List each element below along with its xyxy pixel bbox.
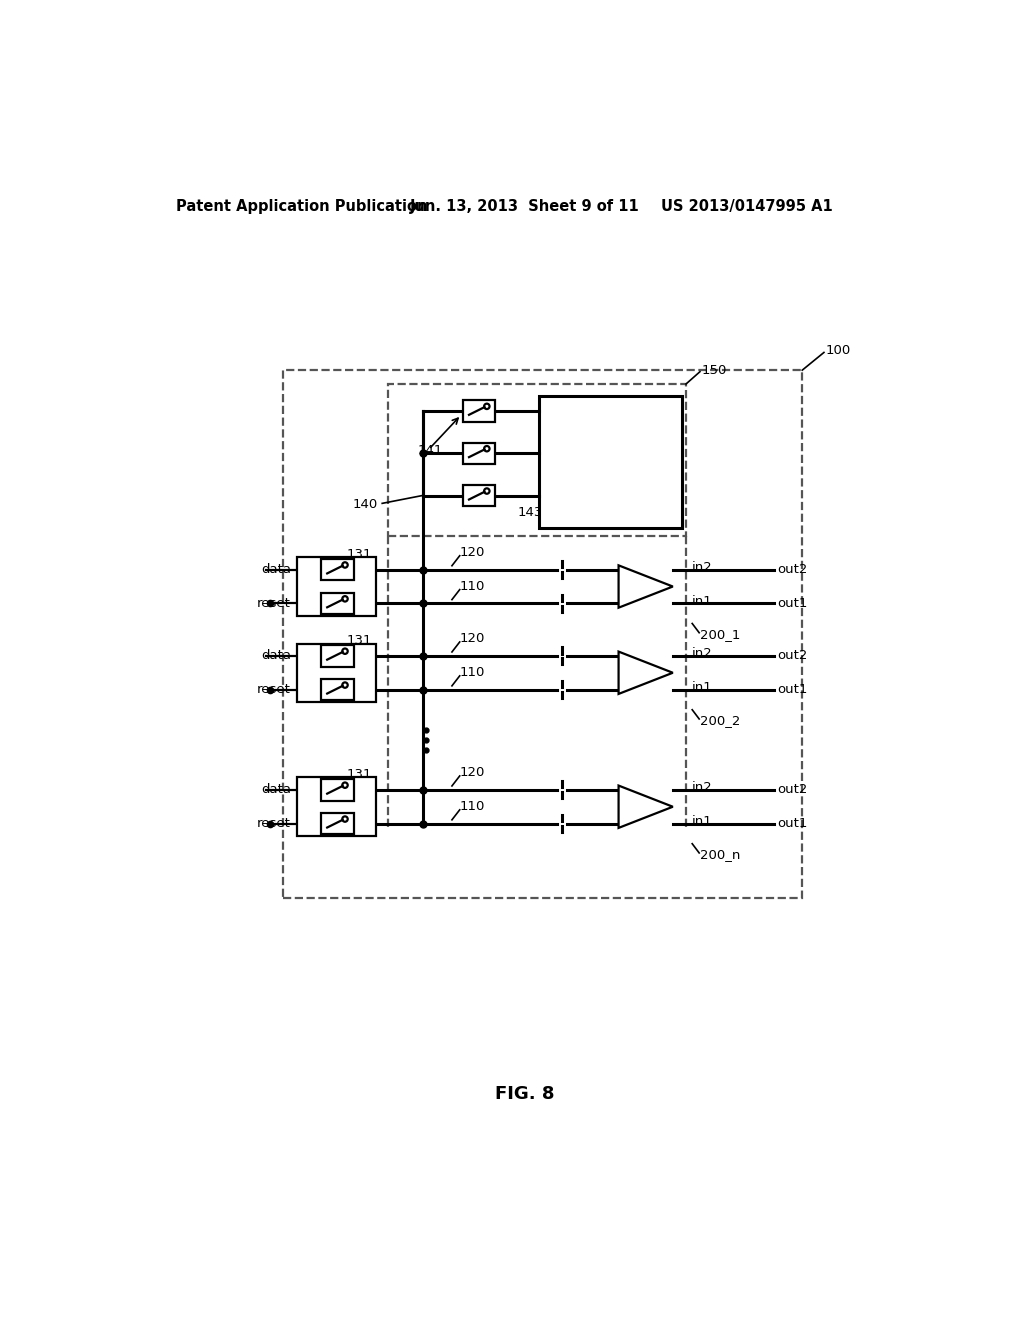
Text: Jun. 13, 2013  Sheet 9 of 11: Jun. 13, 2013 Sheet 9 of 11 [410, 198, 639, 214]
Text: 110: 110 [460, 579, 485, 593]
Text: 143: 143 [518, 506, 543, 519]
Text: in2: in2 [692, 647, 713, 660]
Bar [283, 370, 802, 898]
Text: 140: 140 [352, 499, 378, 511]
Bar [297, 777, 376, 836]
Bar [463, 442, 496, 465]
Bar [321, 813, 353, 834]
Text: out1: out1 [777, 817, 808, 830]
Text: 120: 120 [460, 546, 485, 560]
Text: 200_2: 200_2 [700, 714, 740, 727]
Text: in1: in1 [692, 594, 713, 607]
Text: 100: 100 [825, 345, 851, 358]
Bar [297, 644, 376, 702]
Bar [321, 558, 353, 581]
Text: out2: out2 [777, 783, 808, 796]
Text: in1: in1 [692, 681, 713, 694]
Polygon shape [618, 785, 673, 828]
Text: data: data [261, 564, 291, 576]
Bar [297, 557, 376, 615]
Text: 133: 133 [346, 801, 372, 814]
Text: reset: reset [257, 684, 291, 696]
Bar [321, 645, 353, 667]
Text: 131: 131 [346, 634, 372, 647]
Text: reset: reset [257, 597, 291, 610]
Text: in2: in2 [692, 561, 713, 574]
Bar [321, 593, 353, 614]
Text: in2: in2 [692, 781, 713, 795]
Text: in1: in1 [692, 814, 713, 828]
Text: 110: 110 [460, 800, 485, 813]
Bar [388, 384, 686, 536]
Text: 120: 120 [460, 632, 485, 645]
Text: 133: 133 [346, 668, 372, 681]
Bar [321, 678, 353, 701]
Polygon shape [618, 565, 673, 607]
Text: out1: out1 [777, 684, 808, 696]
Text: Patent Application Publication: Patent Application Publication [176, 198, 428, 214]
Bar [321, 779, 353, 800]
Text: 141: 141 [417, 445, 442, 458]
Bar [539, 396, 682, 528]
Text: US 2013/0147995 A1: US 2013/0147995 A1 [662, 198, 833, 214]
Polygon shape [618, 652, 673, 694]
Text: data: data [261, 649, 291, 663]
Text: 200_n: 200_n [700, 847, 740, 861]
Text: 110: 110 [460, 667, 485, 680]
Text: 131: 131 [346, 548, 372, 561]
Text: out2: out2 [777, 564, 808, 576]
Text: 133: 133 [346, 582, 372, 594]
Text: 131: 131 [346, 768, 372, 781]
Text: 120: 120 [460, 767, 485, 779]
Text: out2: out2 [777, 649, 808, 663]
Text: data: data [261, 783, 291, 796]
Text: FIG. 8: FIG. 8 [495, 1085, 555, 1104]
Text: 200_1: 200_1 [700, 628, 740, 640]
Text: 150: 150 [701, 363, 727, 376]
Text: reset: reset [257, 817, 291, 830]
Bar [463, 400, 496, 422]
Bar [463, 484, 496, 507]
Text: out1: out1 [777, 597, 808, 610]
